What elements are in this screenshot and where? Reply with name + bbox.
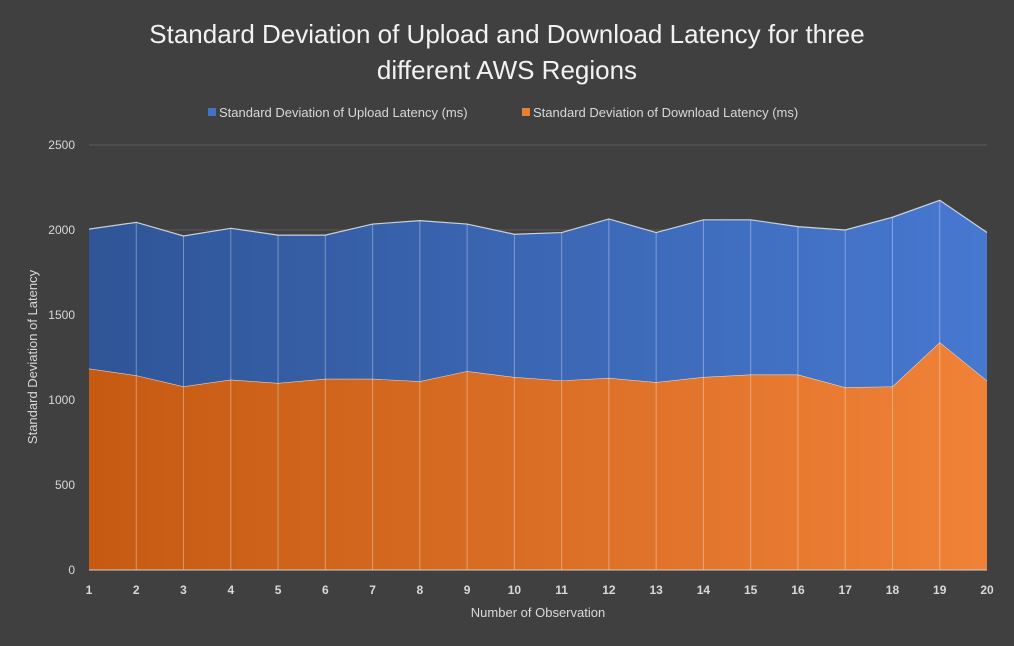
x-tick-label: 7 — [369, 583, 376, 597]
x-tick-label: 13 — [649, 583, 663, 597]
x-tick-label: 18 — [886, 583, 900, 597]
x-tick-label: 6 — [322, 583, 329, 597]
x-tick-label: 3 — [180, 583, 187, 597]
y-tick-label: 1500 — [48, 308, 75, 322]
x-tick-label: 12 — [602, 583, 616, 597]
x-tick-label: 4 — [227, 583, 234, 597]
legend: Standard Deviation of Upload Latency (ms… — [208, 105, 798, 120]
x-tick-label: 5 — [275, 583, 282, 597]
legend-label-upload: Standard Deviation of Upload Latency (ms… — [219, 105, 468, 120]
x-tick-label: 19 — [933, 583, 947, 597]
series-areas — [88, 199, 988, 570]
legend-swatch-upload — [208, 108, 216, 116]
y-tick-label: 0 — [68, 563, 75, 577]
x-tick-label: 9 — [464, 583, 471, 597]
y-tick-label: 500 — [55, 478, 75, 492]
y-axis-label: Standard Deviation of Latency — [25, 269, 40, 444]
series-line-upload — [88, 199, 988, 237]
x-tick-label: 15 — [744, 583, 758, 597]
x-tick-label: 1 — [86, 583, 93, 597]
x-axis-label: Number of Observation — [471, 605, 605, 620]
y-axis-ticks: 0 500 1000 1500 2000 2500 — [48, 138, 75, 577]
legend-swatch-download — [522, 108, 530, 116]
series-area-download — [89, 342, 987, 570]
x-tick-label: 2 — [133, 583, 140, 597]
chart-title-line-2: different AWS Regions — [377, 55, 637, 85]
x-tick-label: 11 — [555, 583, 568, 597]
x-tick-label: 14 — [697, 583, 711, 597]
y-tick-label: 1000 — [48, 393, 75, 407]
x-tick-label: 16 — [791, 583, 805, 597]
series-area-upload — [89, 200, 987, 388]
legend-label-download: Standard Deviation of Download Latency (… — [533, 105, 798, 120]
y-tick-label: 2500 — [48, 138, 75, 152]
y-tick-label: 2000 — [48, 223, 75, 237]
x-axis-ticks: 1 2 3 4 5 6 7 8 9 10 11 12 13 14 15 16 17 18 19 20 — [86, 583, 994, 597]
x-tick-label: 20 — [980, 583, 994, 597]
chart-title-line-1: Standard Deviation of Upload and Downloa… — [149, 19, 864, 49]
category-dividers — [89, 200, 987, 571]
x-tick-label: 8 — [416, 583, 423, 597]
x-tick-label: 17 — [839, 583, 853, 597]
x-tick-label: 10 — [508, 583, 522, 597]
